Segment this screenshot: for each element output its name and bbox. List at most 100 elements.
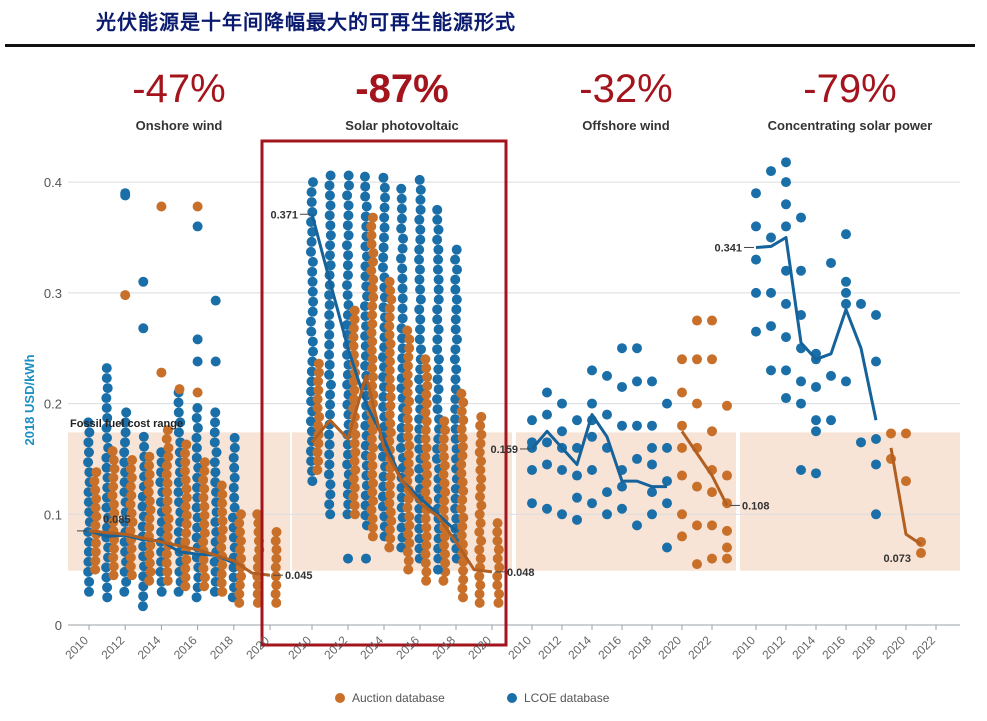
lcoe-point (191, 412, 202, 423)
lcoe-point (414, 244, 425, 255)
auction-point (402, 378, 413, 389)
auction-point (474, 571, 485, 582)
auction-point (144, 496, 155, 506)
lcoe-point (101, 393, 112, 404)
lcoe-point (572, 415, 582, 426)
lcoe-point (557, 465, 567, 475)
title-rule (5, 44, 975, 47)
auction-point (271, 527, 282, 537)
auction-point (385, 507, 396, 518)
auction-point (179, 466, 190, 477)
y-tick-label: 0.1 (44, 507, 62, 522)
lcoe-point (415, 294, 426, 305)
auction-point (180, 536, 191, 547)
lcoe-point (102, 592, 113, 603)
lcoe-point (325, 379, 336, 390)
lcoe-point (378, 252, 389, 263)
lcoe-point (433, 384, 444, 395)
auction-point (217, 524, 228, 535)
auction-point (366, 345, 377, 356)
start-value-label: 0.371 (270, 209, 298, 221)
lcoe-point (751, 326, 761, 337)
lcoe-point (120, 427, 131, 438)
auction-point (402, 546, 413, 557)
auction-point (108, 552, 119, 563)
lcoe-point (306, 326, 317, 337)
auction-point (692, 354, 702, 365)
end-value-label: 0.108 (742, 500, 770, 512)
auction-point (367, 522, 378, 533)
auction-point (440, 487, 451, 498)
lcoe-point (617, 420, 627, 431)
auction-point (348, 323, 359, 334)
auction-point (402, 325, 413, 336)
auction-point (384, 321, 395, 332)
auction-point (421, 531, 432, 542)
auction-point (476, 456, 487, 467)
legend-label: Auction database (352, 691, 445, 705)
auction-point (90, 564, 101, 575)
lcoe-point (450, 324, 461, 335)
auction-point (492, 518, 503, 529)
lcoe-point (432, 344, 443, 355)
auction-point (180, 474, 191, 485)
auction-point (236, 553, 247, 564)
auction-point (474, 597, 485, 608)
lcoe-point (379, 182, 390, 193)
lcoe-point (766, 232, 776, 243)
lcoe-point (632, 343, 642, 354)
auction-point (492, 527, 503, 537)
auction-point (368, 442, 379, 453)
auction-point (456, 406, 467, 417)
auction-point (367, 425, 378, 436)
lcoe-point (415, 184, 426, 195)
lcoe-point (396, 213, 407, 224)
lcoe-point (228, 482, 239, 493)
auction-point (916, 548, 926, 559)
lcoe-point (360, 191, 371, 202)
lcoe-point (305, 416, 316, 427)
auction-point (722, 400, 732, 411)
auction-point (493, 597, 504, 608)
lcoe-point (325, 489, 336, 500)
start-value-label: 0.085 (103, 514, 131, 526)
auction-point (180, 448, 191, 459)
x-tick-label: 2016 (595, 633, 624, 662)
lcoe-point (450, 374, 461, 385)
lcoe-point (324, 439, 335, 450)
auction-point (252, 562, 263, 573)
auction-point (439, 460, 450, 471)
lcoe-point (587, 465, 597, 475)
auction-point (403, 555, 414, 566)
auction-point (385, 285, 396, 296)
auction-point (313, 438, 324, 449)
lcoe-point (781, 199, 791, 210)
lcoe-point (414, 254, 425, 265)
highlight-box (260, 139, 508, 647)
lcoe-point (325, 170, 336, 181)
lcoe-point (324, 499, 335, 510)
auction-point (199, 519, 210, 530)
x-tick-label: 2018 (849, 633, 878, 662)
lcoe-point (101, 502, 112, 513)
lcoe-point (325, 509, 336, 520)
auction-point (677, 531, 687, 542)
auction-point (108, 517, 119, 528)
auction-point (108, 570, 119, 581)
auction-point (312, 465, 323, 475)
lcoe-point (542, 409, 552, 420)
lcoe-point (307, 286, 318, 297)
lcoe-point (84, 576, 95, 587)
reduction-label: -79% (803, 67, 896, 111)
auction-point (458, 565, 469, 576)
auction-point (108, 455, 119, 466)
lcoe-point (325, 479, 336, 490)
x-tick-label: 2020 (243, 633, 272, 662)
lcoe-point (191, 442, 202, 453)
lcoe-point (871, 459, 881, 470)
start-value-label: 0.341 (714, 242, 742, 254)
x-tick-label: 2022 (909, 633, 938, 662)
lcoe-point (210, 417, 221, 428)
auction-point (234, 589, 245, 599)
lcoe-point (450, 344, 461, 355)
